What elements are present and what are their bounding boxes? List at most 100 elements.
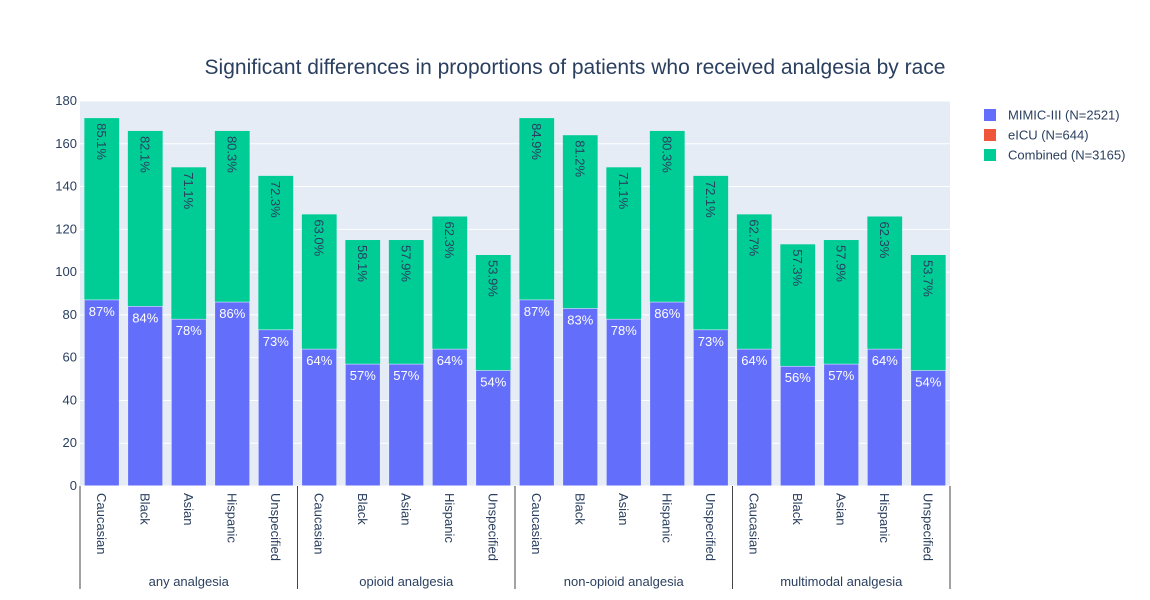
bar-mimic xyxy=(475,370,511,487)
bar-mimic xyxy=(606,318,642,487)
legend-item[interactable]: MIMIC-III (N=2521) xyxy=(984,108,1120,123)
bar-label-mimic: 73% xyxy=(263,334,289,349)
bar-mimic xyxy=(214,301,250,487)
bar-label-combined: 85.1% xyxy=(94,123,109,160)
legend-swatch xyxy=(984,109,996,121)
bar-label-combined: 62.7% xyxy=(746,219,761,256)
bar-mimic xyxy=(910,370,946,487)
x-tick-label: Asian xyxy=(398,493,413,526)
x-tick-label: Hispanic xyxy=(877,493,892,543)
x-axis: Caucasian Black Asian Hispanic Unspecified Ca… xyxy=(79,485,951,589)
legend-item[interactable]: Combined (N=3165) xyxy=(984,148,1125,163)
bar-label-combined: 63.0% xyxy=(311,219,326,256)
x-tick-label: Hispanic xyxy=(659,493,674,543)
bar-label-mimic: 84% xyxy=(132,310,158,325)
bar-label-combined: 57.9% xyxy=(833,245,848,282)
y-tick-label: 60 xyxy=(63,350,77,365)
bar-label-combined: 53.9% xyxy=(485,260,500,297)
y-axis: 0 20 40 60 80 100 120 140 160 180 xyxy=(55,93,77,493)
y-tick-label: 120 xyxy=(55,221,77,236)
y-tick-label: 0 xyxy=(70,478,77,493)
bar-label-mimic: 57% xyxy=(393,368,419,383)
bar-label-mimic: 64% xyxy=(437,353,463,368)
x-tick-label: Caucasian xyxy=(311,493,326,554)
y-tick-label: 160 xyxy=(55,136,77,151)
legend-label: MIMIC-III (N=2521) xyxy=(1008,108,1120,123)
legend-label: Combined (N=3165) xyxy=(1008,148,1125,163)
chart-title: Significant differences in proportions o… xyxy=(205,56,946,79)
bar-label-mimic: 54% xyxy=(480,375,506,390)
x-tick-label: Black xyxy=(790,493,805,525)
bar-label-combined: 84.9% xyxy=(529,123,544,160)
group-label: multimodal analgesia xyxy=(780,574,903,589)
bar-label-combined: 57.9% xyxy=(398,245,413,282)
bar-label-mimic: 56% xyxy=(785,370,811,385)
bar-label-mimic: 54% xyxy=(915,375,941,390)
bar-label-mimic: 64% xyxy=(741,353,767,368)
bar-mimic xyxy=(780,365,816,487)
bar-mimic xyxy=(432,348,468,487)
x-tick-label: Unspecified xyxy=(920,493,935,561)
legend[interactable]: MIMIC-III (N=2521) eICU (N=644) Combined (… xyxy=(984,108,1125,163)
x-tick-label: Unspecified xyxy=(485,493,500,561)
bar-mimic xyxy=(693,329,729,487)
legend-swatch xyxy=(984,129,996,141)
y-tick-label: 80 xyxy=(63,307,77,322)
bar-label-combined: 58.1% xyxy=(355,245,370,282)
x-tick-label: Black xyxy=(572,493,587,525)
y-tick-label: 140 xyxy=(55,179,77,194)
x-tick-label: Asian xyxy=(616,493,631,526)
bar-label-mimic: 83% xyxy=(567,312,593,327)
group-label: opioid analgesia xyxy=(359,574,454,589)
y-tick-label: 100 xyxy=(55,264,77,279)
bar-label-mimic: 86% xyxy=(654,306,680,321)
x-tick-label: Unspecified xyxy=(268,493,283,561)
bar-label-mimic: 57% xyxy=(350,368,376,383)
bar-mimic xyxy=(519,299,555,487)
bar-label-mimic: 78% xyxy=(176,323,202,338)
x-tick-label: Caucasian xyxy=(746,493,761,554)
bar-mimic xyxy=(562,308,598,487)
bar-mimic xyxy=(649,301,685,487)
plot-background xyxy=(80,101,950,486)
bar-mimic xyxy=(171,318,207,487)
bar-mimic xyxy=(258,329,294,487)
x-tick-label: Asian xyxy=(181,493,196,526)
x-tick-label: Hispanic xyxy=(224,493,239,543)
x-tick-label: Black xyxy=(355,493,370,525)
bar-label-mimic: 78% xyxy=(611,323,637,338)
group-label: non-opioid analgesia xyxy=(564,574,685,589)
bar-label-combined: 71.1% xyxy=(616,172,631,209)
bar-mimic xyxy=(84,299,120,487)
bar-label-mimic: 57% xyxy=(828,368,854,383)
bar-label-combined: 80.3% xyxy=(224,136,239,173)
bar-mimic xyxy=(301,348,337,487)
bar-label-mimic: 87% xyxy=(89,304,115,319)
y-tick-label: 180 xyxy=(55,93,77,108)
bar-mimic xyxy=(127,306,163,487)
bar-label-mimic: 64% xyxy=(306,353,332,368)
bar-label-mimic: 87% xyxy=(524,304,550,319)
bar-label-combined: 82.1% xyxy=(137,136,152,173)
bar-label-combined: 53.7% xyxy=(920,260,935,297)
x-tick-label: Black xyxy=(137,493,152,525)
x-tick-label: Asian xyxy=(833,493,848,526)
bar-label-combined: 62.3% xyxy=(442,222,457,259)
bar-label-combined: 72.3% xyxy=(268,181,283,218)
x-tick-label: Caucasian xyxy=(94,493,109,554)
legend-label: eICU (N=644) xyxy=(1008,128,1089,143)
bar-label-combined: 81.2% xyxy=(572,140,587,177)
x-tick-label: Hispanic xyxy=(442,493,457,543)
bar-label-combined: 71.1% xyxy=(181,172,196,209)
bar-label-mimic: 86% xyxy=(219,306,245,321)
legend-swatch xyxy=(984,149,996,161)
bar-labels: 87% 85.1% 84% 82.1% 78% 71.1% 86% 80.3% 73% 72.3%… xyxy=(89,123,942,389)
bar-mimic xyxy=(867,348,903,487)
bar-label-combined: 72.1% xyxy=(703,181,718,218)
group-label: any analgesia xyxy=(149,574,230,589)
legend-item[interactable]: eICU (N=644) xyxy=(984,128,1089,143)
bar-label-mimic: 64% xyxy=(872,353,898,368)
bar-mimic xyxy=(736,348,772,487)
y-tick-label: 40 xyxy=(63,392,77,407)
